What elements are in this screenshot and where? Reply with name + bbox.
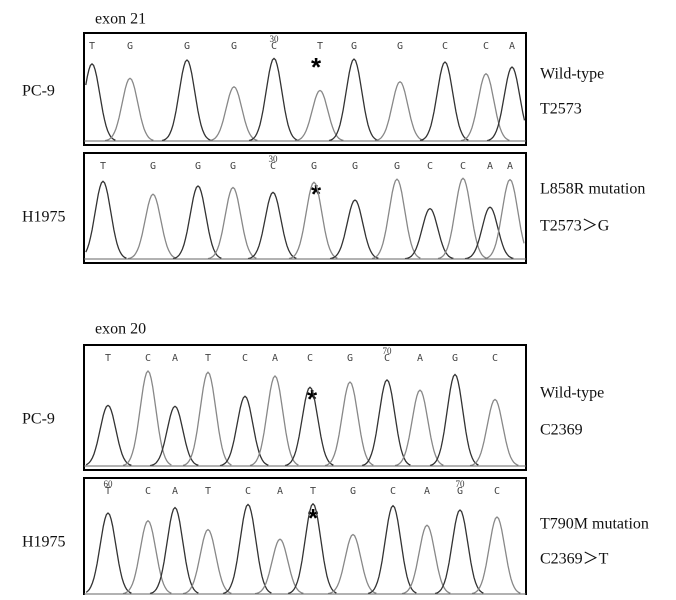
base-call: C bbox=[442, 41, 448, 52]
base-call: C bbox=[270, 161, 276, 172]
peak bbox=[328, 535, 376, 594]
base-call: T bbox=[105, 486, 111, 497]
peak bbox=[485, 180, 524, 259]
base-call: T bbox=[105, 353, 111, 364]
base-call: A bbox=[172, 486, 178, 497]
note: T2573 bbox=[540, 101, 582, 118]
peak bbox=[220, 396, 268, 465]
peak bbox=[123, 371, 171, 465]
peak bbox=[362, 380, 410, 466]
base-call: G bbox=[352, 161, 358, 172]
peak bbox=[470, 400, 518, 466]
peak bbox=[248, 192, 296, 258]
note: C2369＞T bbox=[540, 551, 609, 568]
base-call: A bbox=[272, 353, 278, 364]
base-call: A bbox=[507, 161, 513, 172]
exon-label: exon 20 bbox=[95, 321, 146, 338]
peak bbox=[128, 194, 176, 258]
base-call: G bbox=[347, 353, 353, 364]
base-call: C bbox=[460, 161, 466, 172]
base-call: G bbox=[150, 161, 156, 172]
peak bbox=[150, 508, 198, 594]
sample-label: PC-9 bbox=[22, 83, 55, 100]
base-call: C bbox=[145, 486, 151, 497]
sample-label: PC-9 bbox=[22, 411, 55, 428]
base-call: G bbox=[230, 161, 236, 172]
base-call: G bbox=[231, 41, 237, 52]
peak bbox=[86, 181, 127, 258]
base-call: G bbox=[457, 486, 463, 497]
base-call: T bbox=[310, 486, 316, 497]
peak bbox=[250, 376, 298, 466]
peak bbox=[420, 62, 468, 141]
base-call: A bbox=[172, 353, 178, 364]
exon-label: exon 21 bbox=[95, 11, 146, 28]
peak bbox=[325, 382, 373, 465]
peak bbox=[295, 91, 343, 141]
peak bbox=[368, 506, 416, 594]
peak bbox=[249, 58, 297, 140]
note: Wild-type bbox=[540, 385, 604, 402]
base-call: T bbox=[205, 353, 211, 364]
base-call: A bbox=[487, 161, 493, 172]
peak bbox=[162, 60, 210, 141]
peak bbox=[430, 375, 478, 466]
peak bbox=[372, 179, 420, 258]
base-call: G bbox=[195, 161, 201, 172]
base-call: C bbox=[427, 161, 433, 172]
peak bbox=[183, 372, 231, 465]
base-call: C bbox=[245, 486, 251, 497]
peak bbox=[183, 530, 231, 594]
peak bbox=[438, 178, 486, 258]
peak bbox=[223, 505, 271, 594]
base-call: C bbox=[145, 353, 151, 364]
note: T2573＞G bbox=[540, 218, 610, 235]
figure: exon 21 exon 20 PC-9Wild-typeT2573*30TGG… bbox=[0, 0, 676, 595]
base-call: C bbox=[483, 41, 489, 52]
base-call: G bbox=[397, 41, 403, 52]
note: T790M mutation bbox=[540, 516, 649, 533]
peak bbox=[173, 186, 221, 259]
peak bbox=[330, 200, 378, 259]
peak bbox=[86, 513, 131, 593]
base-call: C bbox=[390, 486, 396, 497]
note: C2369 bbox=[540, 422, 583, 439]
peak bbox=[209, 87, 257, 141]
base-call: C bbox=[492, 353, 498, 364]
base-call: A bbox=[509, 41, 515, 52]
note: L858R mutation bbox=[540, 181, 645, 198]
peak bbox=[86, 64, 116, 140]
base-call: G bbox=[350, 486, 356, 497]
peak bbox=[472, 517, 520, 594]
peak bbox=[105, 78, 153, 140]
base-call: C bbox=[242, 353, 248, 364]
peak bbox=[487, 67, 525, 141]
base-call: T bbox=[205, 486, 211, 497]
peak bbox=[435, 510, 483, 594]
base-call: C bbox=[494, 486, 500, 497]
base-call: G bbox=[184, 41, 190, 52]
base-call: G bbox=[127, 41, 133, 52]
base-call: T bbox=[317, 41, 323, 52]
base-call: G bbox=[394, 161, 400, 172]
base-call: T bbox=[89, 41, 95, 52]
base-call: A bbox=[424, 486, 430, 497]
base-call: A bbox=[277, 486, 283, 497]
base-call: G bbox=[351, 41, 357, 52]
note: Wild-type bbox=[540, 66, 604, 83]
asterisk: * bbox=[311, 52, 322, 82]
base-call: G bbox=[452, 353, 458, 364]
peak bbox=[208, 188, 256, 259]
peak bbox=[86, 405, 131, 465]
base-call: G bbox=[311, 161, 317, 172]
base-call: T bbox=[100, 161, 106, 172]
peak bbox=[329, 59, 377, 140]
base-call: C bbox=[307, 353, 313, 364]
peak bbox=[375, 82, 423, 141]
sample-label: H1975 bbox=[22, 209, 66, 226]
base-call: C bbox=[384, 353, 390, 364]
base-call: C bbox=[271, 41, 277, 52]
sample-label: H1975 bbox=[22, 534, 66, 551]
base-call: A bbox=[417, 353, 423, 364]
